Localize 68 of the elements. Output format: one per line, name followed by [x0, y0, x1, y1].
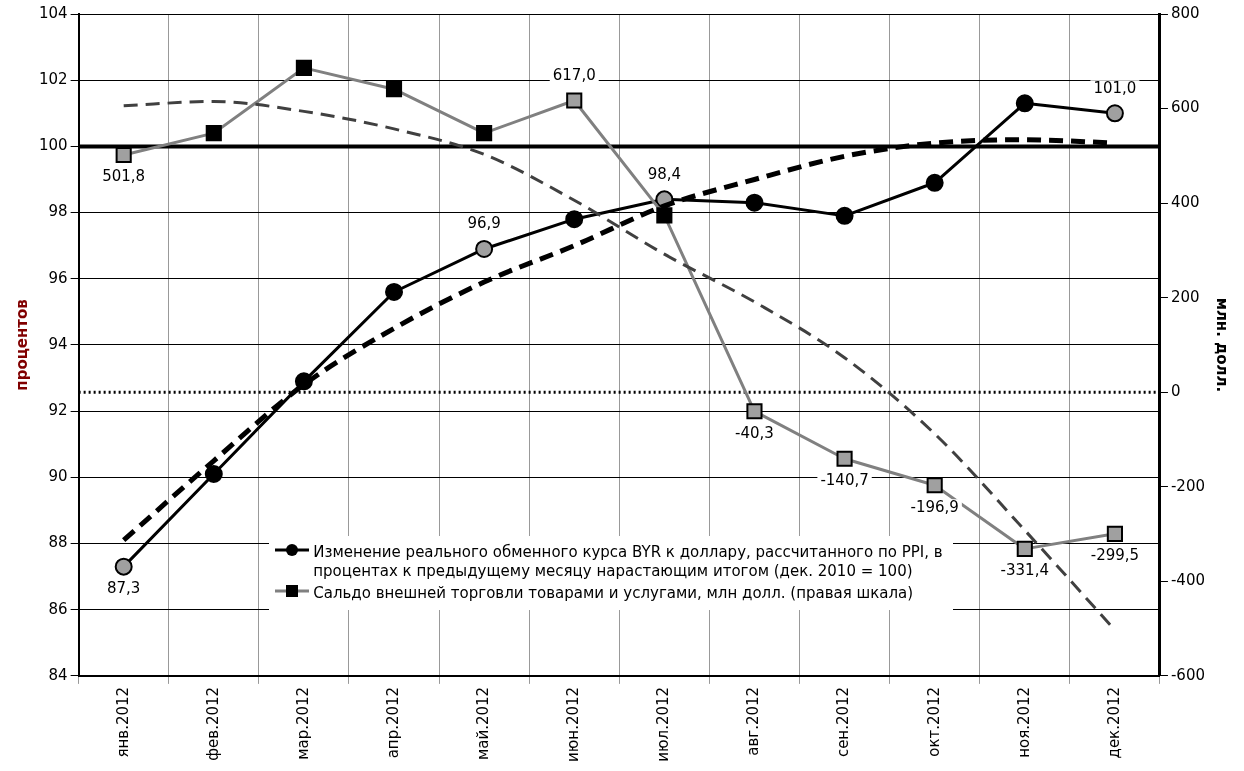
point — [926, 477, 943, 494]
legend-label: Сальдо внешней торговли товарами и услугами, млн долл. (правая шкала) — [313, 583, 914, 603]
y2-tick-label: 800 — [1170, 3, 1200, 22]
y-tick-label: 94 — [48, 334, 68, 353]
y-axis-title: процентов — [12, 299, 31, 391]
x-tick-label: авг.2012 — [744, 686, 763, 756]
point — [475, 239, 494, 258]
x-tick-label: дек.2012 — [1104, 686, 1123, 759]
point — [115, 146, 132, 164]
x-tick-label: окт.2012 — [924, 686, 943, 757]
point — [1015, 94, 1034, 113]
point — [1016, 540, 1033, 557]
point — [295, 59, 312, 76]
data-label: -299,5 — [1090, 546, 1140, 565]
point — [836, 450, 853, 467]
data-label: -40,3 — [735, 423, 774, 442]
x-tick-label: фев.2012 — [203, 686, 222, 761]
y-tick-label: 84 — [48, 665, 68, 684]
point — [565, 210, 584, 229]
data-label: -331,4 — [1000, 561, 1049, 580]
point — [385, 282, 404, 301]
x-tick-label: сен.2012 — [834, 686, 853, 758]
point — [205, 125, 222, 142]
y2-tick-label: -200 — [1170, 476, 1205, 495]
y-tick-label: 86 — [48, 599, 68, 618]
y2-tick-label: -600 — [1170, 665, 1205, 684]
x-tick-label: июн.2012 — [564, 686, 583, 762]
point — [925, 173, 944, 192]
point — [566, 92, 583, 109]
data-label: -196,9 — [910, 497, 959, 516]
data-label: 101,0 — [1093, 78, 1137, 97]
y2-tick-label: 200 — [1170, 287, 1200, 306]
x-tick-label: июл.2012 — [654, 686, 673, 762]
y-tick-label: 100 — [38, 136, 68, 155]
legend-label: Изменение реального обменного курса BYR к доллару, рассчитанного по PPI, в процентах к предыдущему месяцу нарастающим итогом (дек. 2010 = 100) — [313, 542, 944, 581]
point — [746, 403, 763, 420]
x-tick-label: мар.2012 — [293, 686, 312, 760]
x-tick-label: янв.2012 — [113, 686, 132, 758]
data-label: 87,3 — [106, 579, 141, 598]
y2-tick-label: 400 — [1170, 193, 1200, 211]
y2-tick-label: 600 — [1170, 98, 1200, 117]
y-tick-label: 102 — [38, 70, 68, 89]
y-tick-label: 92 — [48, 401, 68, 420]
point — [835, 206, 854, 225]
y2-axis-title: млн. долл. — [1213, 297, 1232, 393]
data-label: 617,0 — [552, 65, 596, 84]
point — [385, 81, 403, 98]
point — [114, 557, 133, 576]
data-label: 501,8 — [102, 167, 146, 186]
y-tick-label: 96 — [48, 268, 68, 287]
y-tick-label: 90 — [48, 467, 68, 486]
data-label: -140,7 — [820, 471, 869, 490]
y2-tick-label: 0 — [1170, 382, 1181, 401]
x-tick-label: май.2012 — [474, 686, 493, 761]
y-tick-label: 98 — [48, 202, 68, 221]
x-tick-label: ноя.2012 — [1014, 686, 1033, 758]
point — [204, 465, 223, 483]
point — [745, 193, 764, 212]
point — [1106, 525, 1123, 542]
data-label: 96,9 — [467, 214, 501, 233]
y-tick-label: 88 — [48, 533, 68, 552]
point — [1105, 104, 1124, 123]
data-label: 98,4 — [647, 164, 682, 183]
y-tick-label: 104 — [38, 3, 68, 22]
y2-tick-label: -400 — [1170, 571, 1205, 590]
point — [656, 207, 673, 224]
x-tick-label: апр.2012 — [383, 686, 402, 759]
point — [476, 125, 493, 142]
